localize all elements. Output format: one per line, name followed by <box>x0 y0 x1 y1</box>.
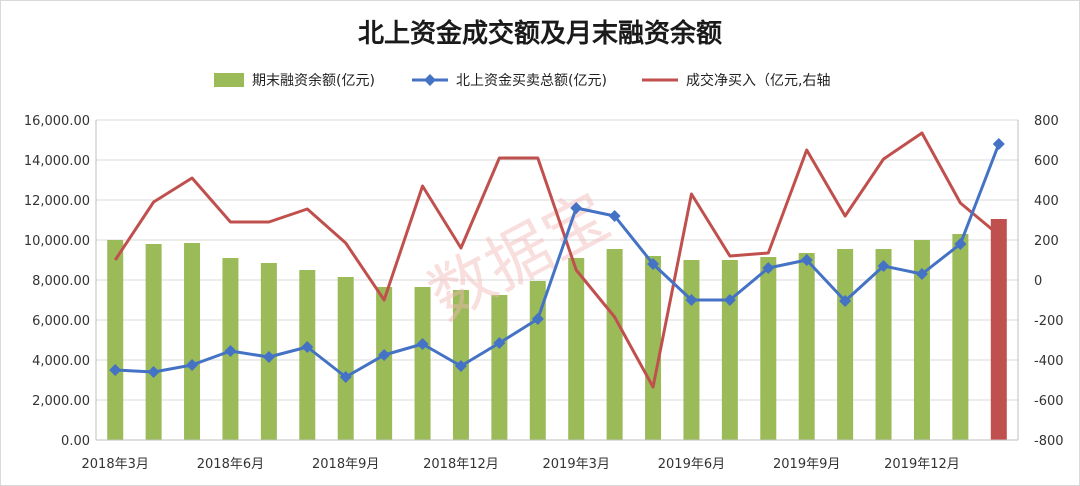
y-left-tick-label: 2,000.00 <box>32 394 90 409</box>
data-point <box>531 313 544 325</box>
data-point <box>723 294 736 306</box>
data-point <box>954 238 967 250</box>
data-point <box>186 359 199 371</box>
y-right-tick-label: -800 <box>1034 434 1064 449</box>
data-point <box>301 341 314 353</box>
legend: 期末融资余额(亿元) 北上资金买卖总额(亿元) 成交净买入（亿元,右轴 <box>214 72 830 89</box>
y-right-tick-label: -600 <box>1034 394 1064 409</box>
y-right-tick-label: 0 <box>1034 274 1042 289</box>
watermark: 数据宝 <box>417 179 621 334</box>
data-point <box>339 371 352 383</box>
data-point <box>762 262 775 274</box>
y-left-tick-label: 12,000.00 <box>24 194 90 209</box>
data-point <box>685 294 698 306</box>
y-right-tick-label: -200 <box>1034 314 1064 329</box>
bar <box>683 260 700 440</box>
y-right-tick-label: 600 <box>1034 154 1059 169</box>
y-left-tick-label: 0.00 <box>61 434 90 449</box>
bar <box>414 287 431 440</box>
bar <box>837 249 854 440</box>
x-tick-label: 2018年9月 <box>312 457 379 472</box>
bar <box>184 243 201 440</box>
bar <box>798 253 815 440</box>
data-point <box>877 260 890 272</box>
bar <box>721 260 738 440</box>
x-tick-label: 2018年6月 <box>197 457 264 472</box>
x-tick-label: 2018年3月 <box>82 457 149 472</box>
data-point <box>493 337 506 349</box>
bar <box>337 277 354 440</box>
data-point <box>262 351 275 363</box>
legend-swatch-financing <box>214 73 244 87</box>
bar <box>299 270 316 440</box>
bar <box>376 287 393 440</box>
chart-title: 北上资金成交额及月末融资余额 <box>358 18 722 49</box>
y-left-tick-label: 8,000.00 <box>32 274 90 289</box>
data-point <box>992 138 1005 150</box>
total-turnover-line <box>115 143 1001 379</box>
data-point <box>647 258 660 270</box>
bar <box>645 256 662 440</box>
data-point <box>416 338 429 350</box>
x-tick-label: 2019年12月 <box>884 457 960 472</box>
data-point <box>839 295 852 307</box>
data-point <box>454 360 467 372</box>
x-tick-label: 2019年6月 <box>658 457 725 472</box>
line-series <box>109 131 1005 389</box>
x-tick-label: 2019年3月 <box>543 457 610 472</box>
y-left-tick-label: 4,000.00 <box>32 354 90 369</box>
bar <box>990 219 1007 440</box>
data-point <box>800 254 813 266</box>
legend-label-turnover: 北上资金买卖总额(亿元) <box>456 73 607 89</box>
data-point <box>608 210 621 222</box>
bar <box>913 240 930 440</box>
data-point <box>570 202 583 214</box>
y-left-tick-label: 14,000.00 <box>24 154 90 169</box>
legend-label-financing: 期末融资余额(亿元) <box>252 72 375 89</box>
bar <box>568 258 585 440</box>
legend-marker-turnover <box>424 74 436 86</box>
axes: 0.00 2,000.00 4,000.00 6,000.00 8,000.00 10,0… <box>24 114 1064 472</box>
y-left-tick-label: 6,000.00 <box>32 314 90 329</box>
bar <box>107 240 124 440</box>
y-right-tick-label: 400 <box>1034 194 1059 209</box>
y-left-tick-label: 10,000.00 <box>24 234 90 249</box>
y-left-tick-label: 16,000.00 <box>24 114 90 129</box>
bar <box>875 249 892 440</box>
data-point <box>378 349 391 361</box>
bar <box>760 257 777 440</box>
x-tick-label: 2018年12月 <box>423 457 499 472</box>
data-point <box>109 364 122 376</box>
bar <box>952 234 969 440</box>
bar <box>145 244 162 440</box>
bar <box>491 295 508 440</box>
x-tick-label: 2019年9月 <box>773 457 840 472</box>
legend-label-netbuy: 成交净买入（亿元,右轴 <box>686 72 830 89</box>
net-buy-line <box>113 131 1000 389</box>
bar-series <box>107 219 1007 440</box>
data-point <box>915 268 928 280</box>
y-right-tick-label: -400 <box>1034 354 1064 369</box>
data-point <box>224 345 237 357</box>
bar <box>606 249 623 440</box>
data-point <box>147 366 160 378</box>
y-right-tick-label: 200 <box>1034 234 1059 249</box>
y-right-tick-label: 800 <box>1034 114 1059 129</box>
